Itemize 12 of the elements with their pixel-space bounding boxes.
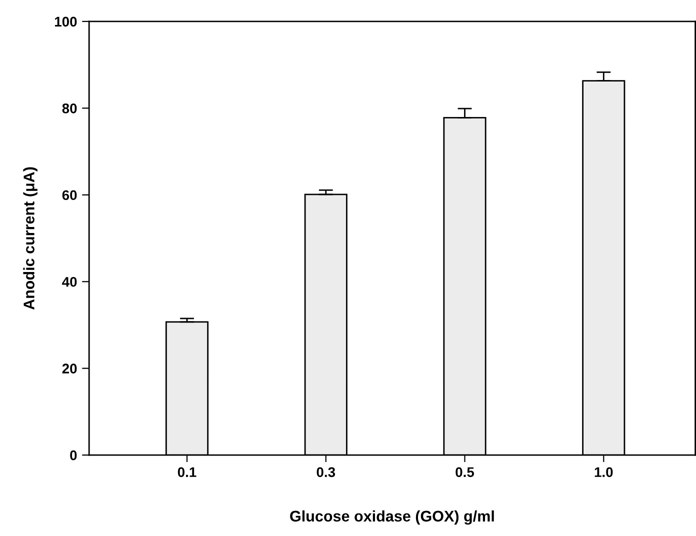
y-tick-label: 80 — [62, 104, 77, 114]
y-axis-title: Anodic current (μA) — [23, 167, 38, 310]
x-axis-title: Glucose oxidase (GOX) g/ml — [290, 510, 494, 525]
y-tick-label: 0 — [70, 450, 77, 460]
x-tick-label: 0.3 — [316, 467, 336, 478]
x-tick-label: 0.5 — [456, 467, 474, 478]
y-tick-label: 100 — [54, 16, 77, 27]
y-tick-label: 60 — [62, 190, 77, 200]
y-tick-label: 20 — [62, 364, 77, 374]
x-tick-label: 1.0 — [594, 467, 613, 478]
y-tick-label: 40 — [62, 276, 77, 287]
x-tick-label: 0.1 — [178, 467, 196, 478]
